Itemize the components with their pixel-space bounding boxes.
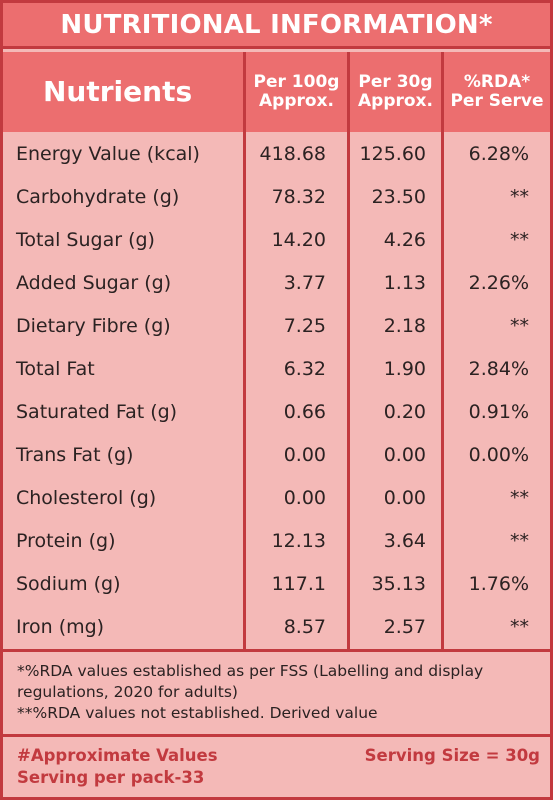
value-per-100g: 0.66 (283, 400, 326, 423)
table-row: Sodium (g) 117.1 35.13 1.76% (3, 562, 550, 605)
value-per-100g: 3.77 (283, 271, 326, 294)
table-row: Dietary Fibre (g) 7.25 2.18 ** (3, 304, 550, 347)
nutrient-name: Energy Value (kcal) (16, 142, 200, 165)
nutrient-name: Dietary Fibre (g) (16, 314, 171, 337)
nutrient-table-body: Energy Value (kcal) 418.68 125.60 6.28% Carb… (3, 132, 550, 649)
header-per-30g-line2: Approx. (358, 91, 433, 111)
value-rda: ** (510, 486, 529, 509)
value-per-100g: 8.57 (283, 615, 326, 638)
table-row: Cholesterol (g) 0.00 0.00 ** (3, 476, 550, 519)
value-per-100g: 6.32 (283, 357, 326, 380)
header-rda-line2: Per Serve (450, 91, 544, 111)
table-row: Carbohydrate (g) 78.32 23.50 ** (3, 175, 550, 218)
value-per-100g: 14.20 (271, 228, 326, 251)
value-per-30g: 2.18 (383, 314, 426, 337)
nutrient-name: Cholesterol (g) (16, 486, 157, 509)
header-per-100g-line1: Per 100g (253, 72, 340, 93)
nutrient-name: Total Fat (16, 357, 95, 380)
value-per-100g: 418.68 (259, 142, 326, 165)
table-header: Nutrients Per 100g Approx. Per 30g Appro… (3, 52, 550, 132)
value-per-100g: 12.13 (271, 529, 326, 552)
value-rda: ** (510, 185, 529, 208)
serving-info: #Approximate Values Serving per pack-33 … (3, 737, 550, 797)
header-per-100g: Per 100g Approx. (246, 52, 347, 132)
nutrient-name: Saturated Fat (g) (16, 400, 178, 423)
value-rda: 6.28% (468, 142, 529, 165)
header-nutrients: Nutrients (43, 74, 193, 108)
value-per-100g: 0.00 (283, 486, 326, 509)
value-per-30g: 125.60 (359, 142, 426, 165)
footnote-line: **%RDA values not established. Derived v… (17, 704, 378, 722)
value-rda: 0.00% (468, 443, 529, 466)
table-row: Total Fat 6.32 1.90 2.84% (3, 347, 550, 390)
value-per-100g: 78.32 (271, 185, 326, 208)
nutrient-name: Trans Fat (g) (16, 443, 134, 466)
value-per-100g: 0.00 (283, 443, 326, 466)
value-rda: 0.91% (468, 400, 529, 423)
footnote-line: *%RDA values established as per FSS (Lab… (17, 662, 484, 680)
nutrient-name: Carbohydrate (g) (16, 185, 180, 208)
column-divider (441, 52, 444, 649)
value-rda: ** (510, 615, 529, 638)
value-rda: ** (510, 529, 529, 552)
table-row: Protein (g) 12.13 3.64 ** (3, 519, 550, 562)
value-per-100g: 117.1 (271, 572, 326, 595)
column-divider (347, 52, 350, 649)
page-title: NUTRITIONAL INFORMATION* (3, 3, 550, 49)
header-per-30g-line1: Per 30g (358, 72, 433, 93)
table-row: Total Sugar (g) 14.20 4.26 ** (3, 218, 550, 261)
table-row: Added Sugar (g) 3.77 1.13 2.26% (3, 261, 550, 304)
value-per-30g: 1.13 (383, 271, 426, 294)
serving-size: Serving Size = 30g (364, 746, 540, 765)
nutrient-name: Added Sugar (g) (16, 271, 172, 294)
nutrient-name: Sodium (g) (16, 572, 121, 595)
value-per-30g: 23.50 (371, 185, 426, 208)
serving-per-pack: Serving per pack-33 (17, 768, 205, 787)
value-per-30g: 4.26 (383, 228, 426, 251)
value-per-30g: 35.13 (371, 572, 426, 595)
header-per-100g-line2: Approx. (259, 91, 334, 111)
footnote-line: regulations, 2020 for adults) (17, 683, 238, 701)
table-row: Iron (mg) 8.57 2.57 ** (3, 605, 550, 648)
nutrient-name: Iron (mg) (16, 615, 105, 638)
nutrient-name: Total Sugar (g) (16, 228, 155, 251)
header-per-30g: Per 30g Approx. (350, 52, 441, 132)
column-divider (243, 52, 246, 649)
table-row: Saturated Fat (g) 0.66 0.20 0.91% (3, 390, 550, 433)
value-rda: 2.26% (468, 271, 529, 294)
footnotes: *%RDA values established as per FSS (Lab… (3, 649, 550, 737)
approximate-values-note: #Approximate Values (17, 746, 218, 765)
value-per-30g: 1.90 (383, 357, 426, 380)
value-per-30g: 0.20 (383, 400, 426, 423)
header-rda-line1: %RDA* (463, 72, 531, 93)
value-rda: 1.76% (468, 572, 529, 595)
table-row: Energy Value (kcal) 418.68 125.60 6.28% (3, 132, 550, 175)
value-per-30g: 2.57 (383, 615, 426, 638)
value-per-30g: 3.64 (383, 529, 426, 552)
table-row: Trans Fat (g) 0.00 0.00 0.00% (3, 433, 550, 476)
value-rda: ** (510, 228, 529, 251)
value-rda: 2.84% (468, 357, 529, 380)
value-per-30g: 0.00 (383, 486, 426, 509)
value-per-100g: 7.25 (283, 314, 326, 337)
value-rda: ** (510, 314, 529, 337)
nutrient-name: Protein (g) (16, 529, 116, 552)
value-per-30g: 0.00 (383, 443, 426, 466)
header-rda: %RDA* Per Serve (444, 52, 550, 132)
